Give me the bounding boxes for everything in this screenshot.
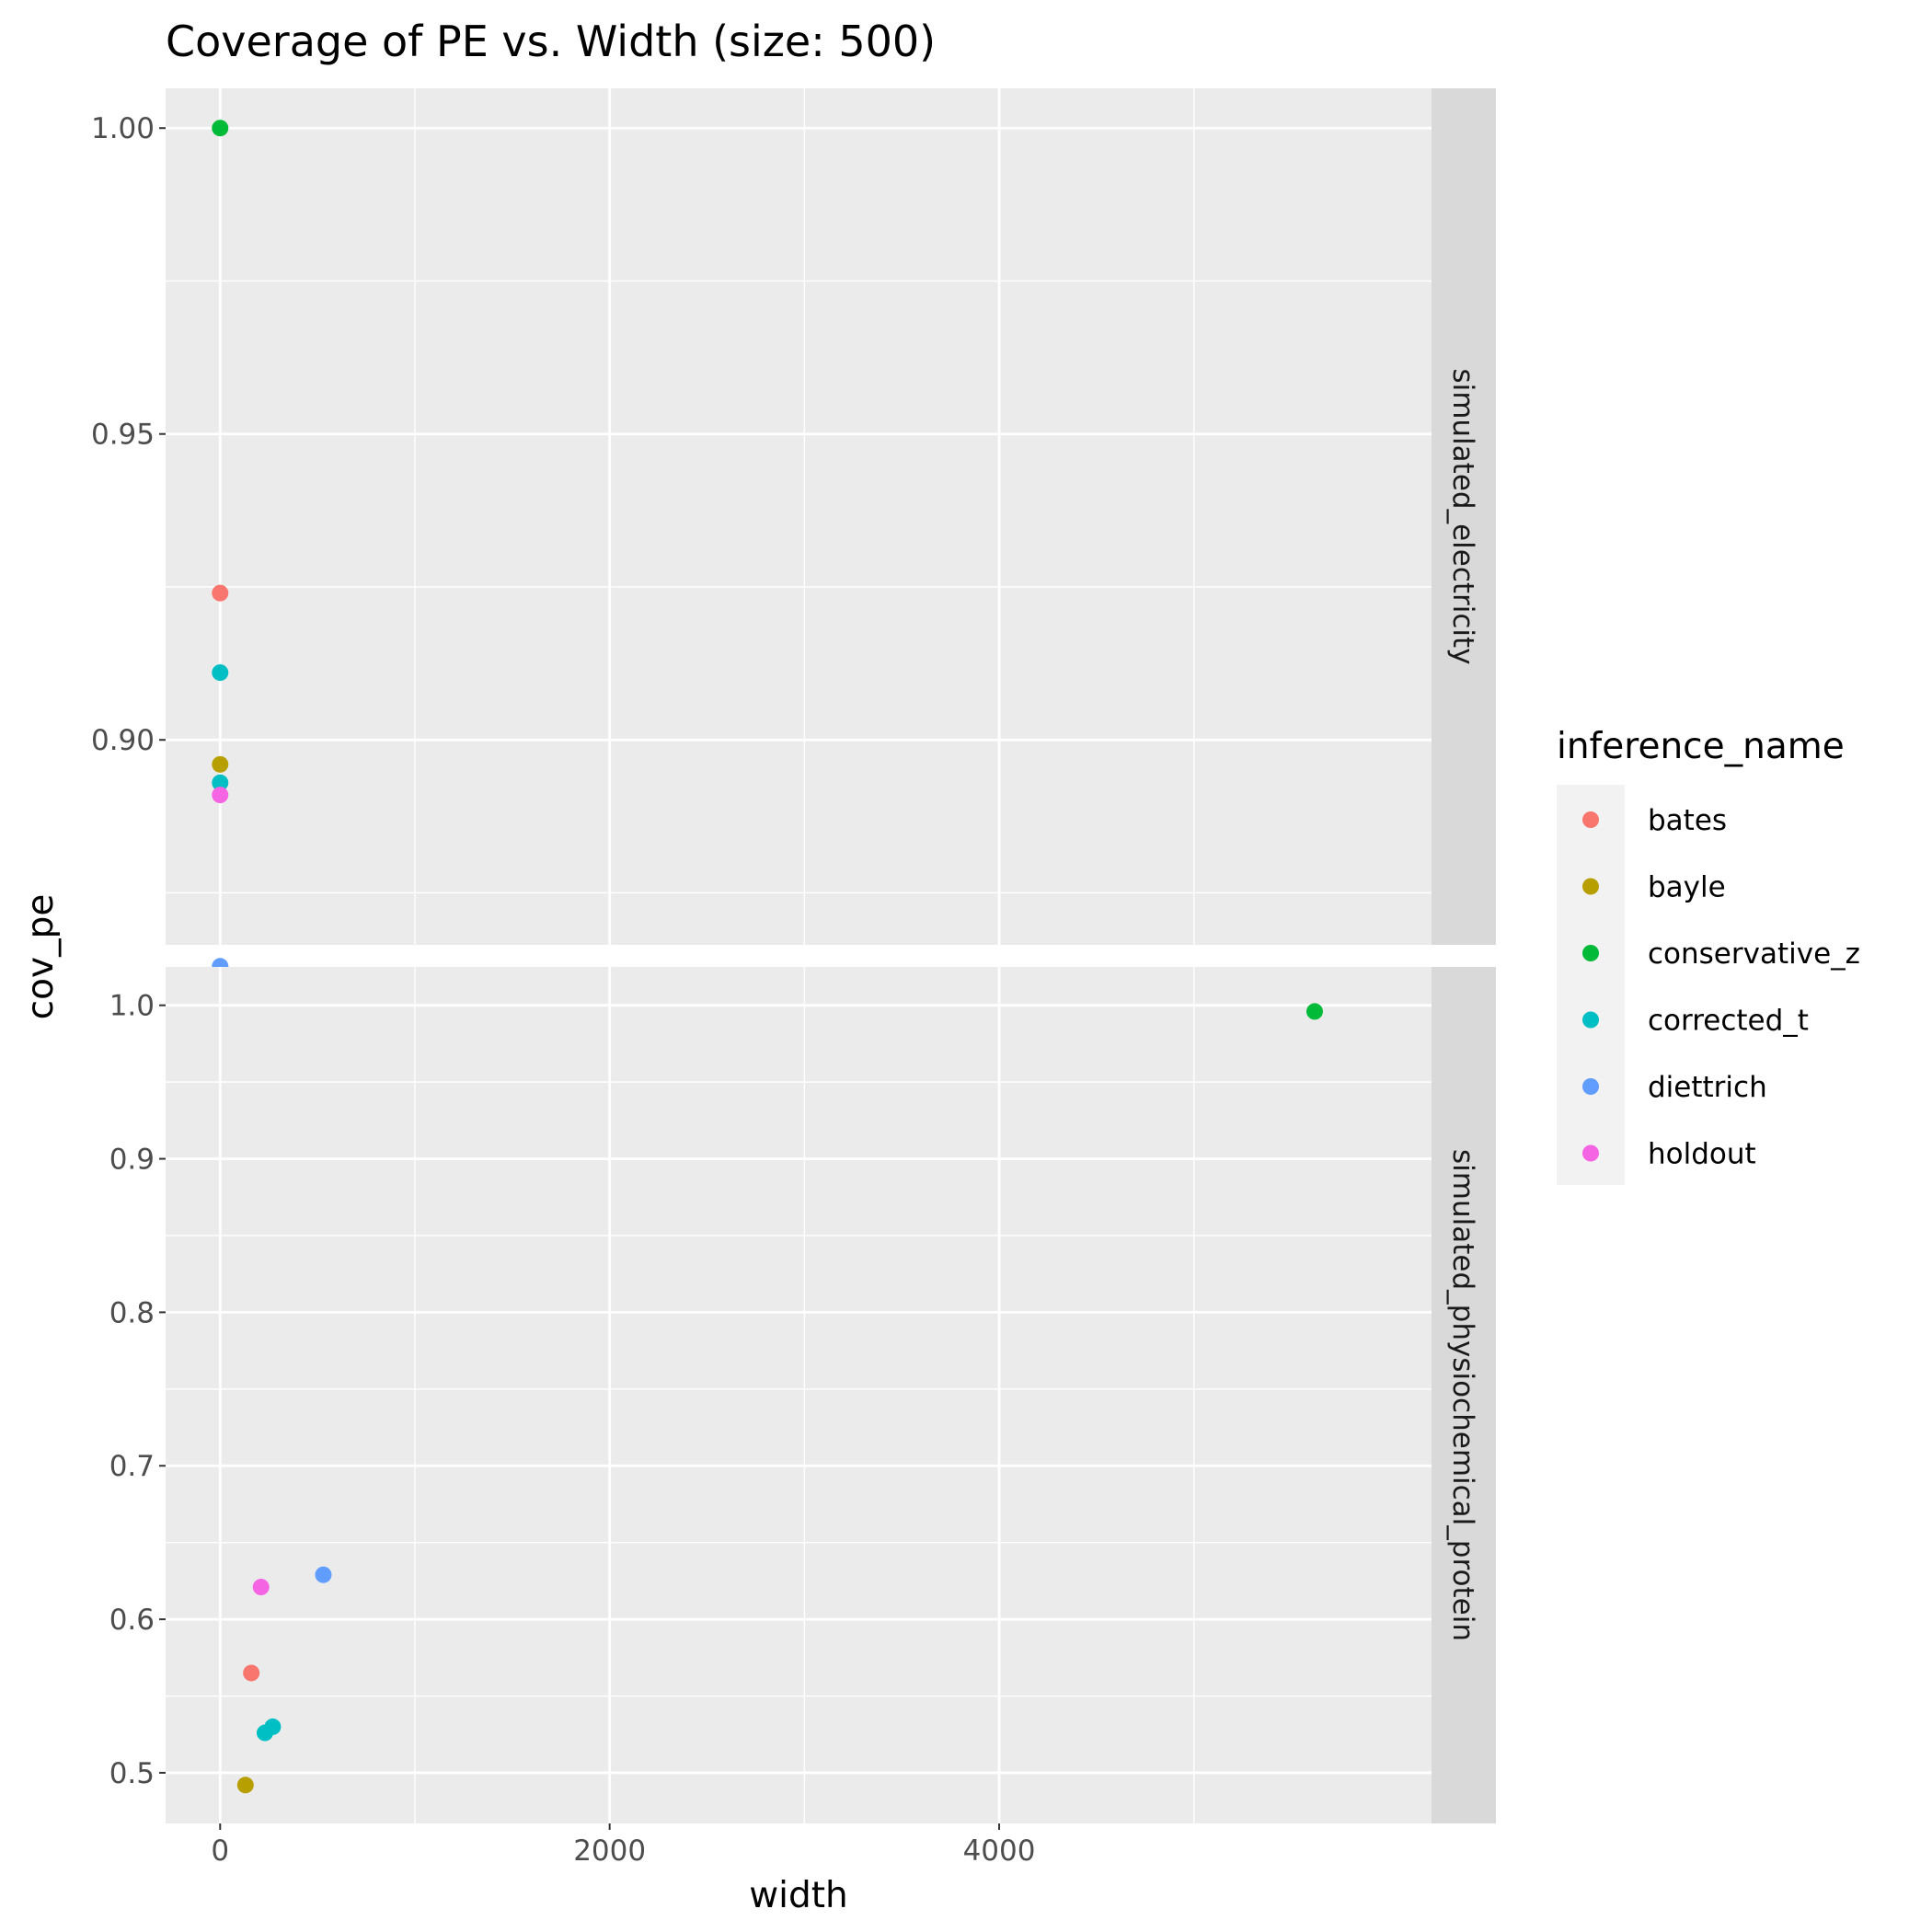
data-point-conservative_z — [1305, 1003, 1323, 1020]
data-point-bayle — [236, 1777, 254, 1794]
legend-label-bayle: bayle — [1648, 871, 1726, 904]
x-axis: 0 2000 4000 — [211, 1823, 1035, 1868]
chart-title: Coverage of PE vs. Width (size: 500) — [166, 17, 936, 66]
y-tick-label: 1.0 — [109, 990, 155, 1023]
y-axis-title: cov_pe — [20, 894, 62, 1020]
x-tick-label: 2000 — [573, 1834, 646, 1868]
y-tick-label: 0.6 — [109, 1604, 155, 1637]
facets: 0.900.951.00simulated_electricity0.50.60… — [91, 88, 1496, 1823]
facet-strip-label: simulated_electricity — [1446, 368, 1479, 664]
legend-key-bayle — [1582, 878, 1599, 895]
facet-strip — [1432, 967, 1496, 1823]
data-point-bayle — [212, 755, 229, 773]
y-tick-label: 0.90 — [91, 724, 155, 757]
y-tick-label: 0.8 — [109, 1296, 155, 1329]
legend-key-diettrich — [1582, 1078, 1599, 1095]
y-tick-label: 0.5 — [109, 1757, 155, 1790]
data-point-bates — [243, 1664, 260, 1682]
data-point-holdout — [252, 1579, 270, 1596]
data-point-corrected_t — [212, 664, 229, 682]
facet-panel-2: 0.5 0.6 0.7 0.8 0.9 1.0 simulated_physiochemic… — [109, 967, 1496, 1823]
data-point-corrected_t — [256, 1724, 273, 1742]
y-tick-label: 0.95 — [91, 419, 155, 452]
legend-label-bates: bates — [1648, 804, 1727, 837]
facet-strip-label: simulated_physiochemical_protein — [1446, 1149, 1479, 1641]
x-tick-label: 0 — [211, 1834, 229, 1868]
legend-label-conservative_z: conservative_z — [1648, 937, 1860, 971]
panel-background — [166, 967, 1432, 1823]
y-tick-label: 1.00 — [91, 112, 155, 145]
y-tick-label: 0.7 — [109, 1450, 155, 1483]
y-tick-label: 0.9 — [109, 1144, 155, 1177]
legend-key-holdout — [1582, 1144, 1599, 1162]
legend-key-background — [1557, 785, 1625, 1185]
facet-strip — [1432, 88, 1496, 945]
legend-label-diettrich: diettrich — [1648, 1071, 1767, 1104]
facet-panel-1: 0.90 0.95 1.00 simulated_electricity — [91, 88, 1496, 975]
panel-background — [166, 88, 1432, 945]
legend-key-bates — [1582, 811, 1599, 828]
data-point-corrected_t — [212, 774, 229, 791]
legend-title: inference_name — [1557, 726, 1845, 767]
legend-label-corrected_t: corrected_t — [1648, 1005, 1809, 1038]
legend-key-corrected_t — [1582, 1011, 1599, 1029]
legend-label-holdout: holdout — [1648, 1138, 1756, 1171]
x-axis-title: width — [749, 1875, 848, 1916]
legend-key-conservative_z — [1582, 945, 1599, 961]
data-point-holdout — [212, 787, 229, 804]
data-point-diettrich — [315, 1566, 332, 1583]
data-point-conservative_z — [212, 120, 229, 137]
x-tick-label: 4000 — [963, 1834, 1036, 1868]
data-point-bates — [212, 584, 229, 602]
legend: inference_name bates bayle conservative_zc… — [1557, 726, 1860, 1185]
